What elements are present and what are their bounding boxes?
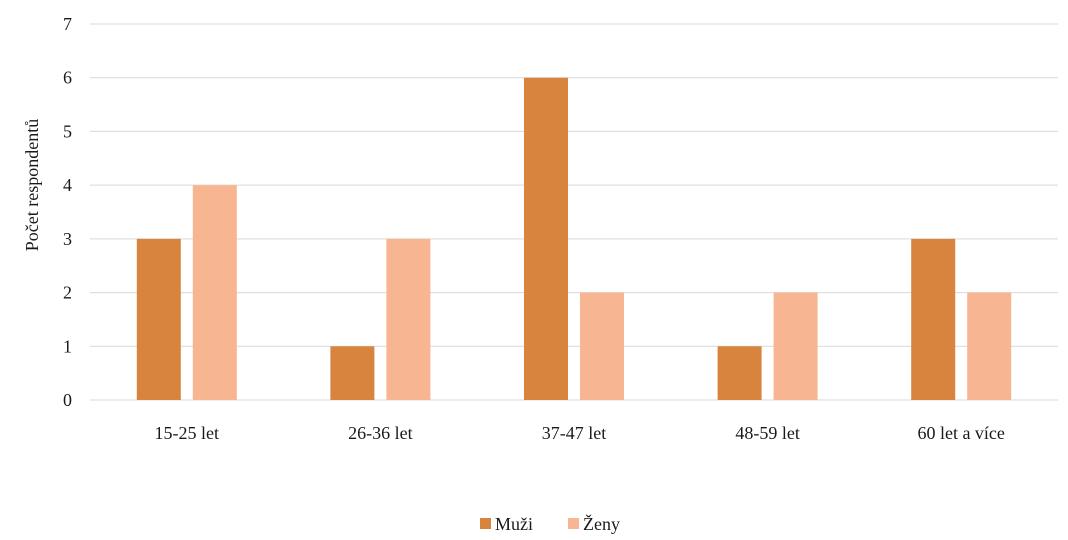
bar-ženy-5 bbox=[967, 292, 1012, 400]
x-tick-label: 37-47 let bbox=[542, 423, 607, 443]
y-tick-label: 5 bbox=[63, 121, 72, 141]
bar-muži-3 bbox=[524, 77, 568, 400]
y-tick-label: 4 bbox=[63, 175, 72, 195]
y-tick-label: 6 bbox=[63, 68, 72, 88]
bar-muži-5 bbox=[911, 238, 956, 400]
y-tick-label: 2 bbox=[63, 283, 72, 303]
legend: Muži Ženy bbox=[480, 513, 620, 534]
y-tick-labels: 0 1 2 3 4 5 6 7 bbox=[63, 14, 72, 410]
x-tick-label: 15-25 let bbox=[155, 423, 220, 443]
bar-ženy-1 bbox=[192, 185, 237, 400]
bar-muži-1 bbox=[136, 238, 181, 400]
legend-swatch-muži bbox=[480, 518, 491, 529]
x-tick-labels: 15-25 let 26-36 let 37-47 let 48-59 let 60 l… bbox=[155, 423, 1005, 443]
bar-ženy-4 bbox=[773, 292, 818, 400]
y-tick-label: 0 bbox=[63, 390, 72, 410]
y-tick-label: 1 bbox=[63, 336, 72, 356]
legend-label-muži: Muži bbox=[495, 514, 533, 534]
x-tick-label: 48-59 let bbox=[735, 423, 800, 443]
gridlines bbox=[90, 23, 1058, 401]
bar-ženy-2 bbox=[386, 238, 431, 400]
legend-swatch-ženy bbox=[568, 518, 579, 529]
bars bbox=[136, 77, 1012, 400]
y-tick-label: 7 bbox=[63, 14, 72, 34]
x-tick-label: 26-36 let bbox=[348, 423, 413, 443]
y-axis-label: Počet respondentů bbox=[22, 119, 42, 251]
bar-ženy-3 bbox=[580, 292, 624, 400]
x-tick-label: 60 let a více bbox=[917, 423, 1004, 443]
legend-label-ženy: Ženy bbox=[583, 513, 620, 534]
bar-muži-2 bbox=[330, 346, 375, 400]
y-tick-label: 3 bbox=[63, 229, 72, 249]
bar-muži-4 bbox=[717, 346, 762, 400]
